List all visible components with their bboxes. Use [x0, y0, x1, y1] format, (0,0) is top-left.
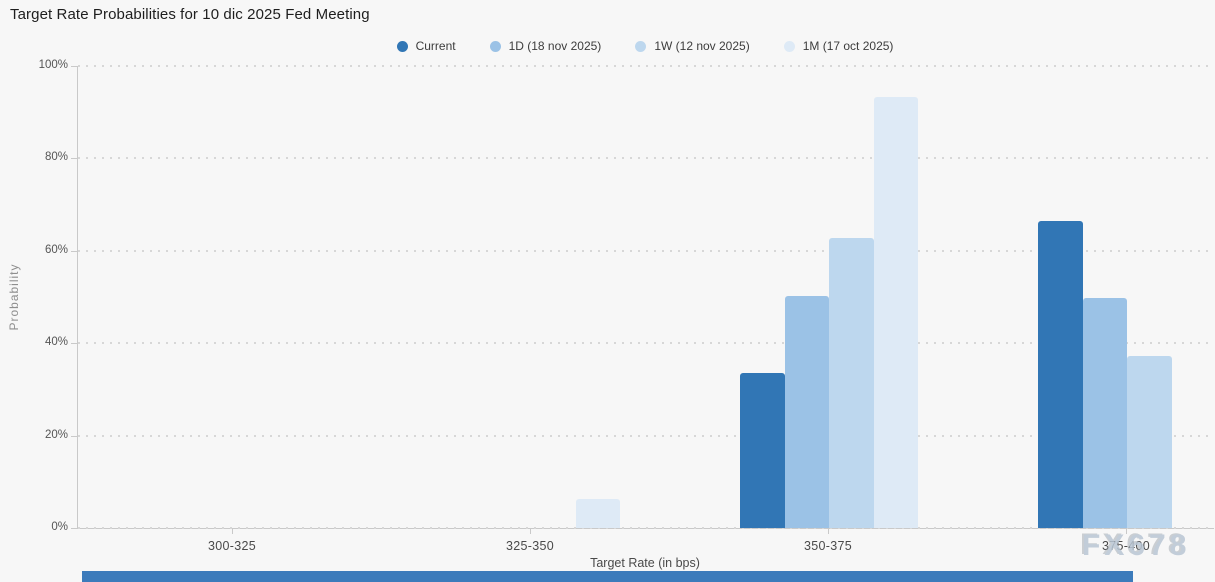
gridline-0: [78, 527, 1214, 529]
y-tick-label: 100%: [38, 59, 68, 71]
legend-label: 1W (12 nov 2025): [654, 39, 750, 53]
x-tick-label: 325-350: [506, 539, 554, 553]
y-tick-mark: [71, 66, 77, 67]
watermark: FX678: [1082, 529, 1191, 562]
legend-item[interactable]: Current: [396, 39, 456, 53]
gridline-60: [78, 249, 1214, 252]
legend-label: 1D (18 nov 2025): [508, 39, 602, 53]
x-tick-mark: [1126, 528, 1127, 534]
x-tick-mark: [828, 528, 829, 534]
y-tick-mark: [71, 528, 77, 529]
legend-dot-icon: [396, 40, 408, 52]
x-tick-label: 300-325: [208, 539, 256, 553]
bar-350-375-current[interactable]: [740, 373, 785, 528]
bar-350-375-1m[interactable]: [873, 96, 918, 528]
y-tick-label: 40%: [44, 336, 68, 349]
bottom-blue-bar: [82, 571, 1133, 582]
y-tick-label: 80%: [44, 151, 68, 164]
y-tick-label: 0%: [51, 521, 68, 533]
y-tick-mark: [71, 435, 77, 437]
y-tick-mark: [71, 343, 77, 345]
legend-label: Current: [415, 39, 456, 53]
x-tick-label: 350-375: [804, 539, 852, 553]
legend-item[interactable]: 1W (12 nov 2025): [635, 39, 750, 53]
legend-item[interactable]: 1D (18 nov 2025): [489, 39, 602, 53]
chart-title: Target Rate Probabilities for 10 dic 202…: [10, 6, 370, 23]
bar-350-375-1w[interactable]: [829, 237, 874, 528]
bar-325-350-1m[interactable]: [575, 498, 620, 528]
y-tick-mark: [71, 250, 77, 252]
y-axis-title: Probability: [7, 263, 21, 331]
gridline-20: [78, 434, 1214, 437]
bar-375-400-1d[interactable]: [1082, 297, 1127, 528]
y-tick-label: 60%: [44, 243, 68, 256]
bar-375-400-1w[interactable]: [1127, 356, 1172, 528]
x-axis-title: Target Rate (in bps): [590, 556, 700, 570]
legend-label: 1M (17 oct 2025): [802, 39, 894, 53]
bar-350-375-1d[interactable]: [784, 296, 829, 528]
legend-dot-icon: [489, 40, 501, 52]
x-tick-mark: [232, 528, 233, 534]
y-tick-mark: [71, 158, 77, 160]
legend-item[interactable]: 1M (17 oct 2025): [783, 39, 894, 53]
gridline-100: [78, 65, 1214, 67]
legend: Current 1D (18 nov 2025) 1W (12 nov 2025) 1…: [77, 36, 1213, 56]
plot-area: [77, 65, 1214, 529]
gridline-40: [78, 342, 1214, 345]
x-tick-mark: [530, 528, 531, 534]
bar-375-400-current[interactable]: [1038, 220, 1083, 528]
gridline-80: [78, 157, 1214, 160]
x-tick-label: 375-400: [1102, 539, 1150, 553]
y-tick-label: 20%: [44, 428, 68, 441]
legend-dot-icon: [783, 40, 795, 52]
legend-dot-icon: [635, 40, 647, 52]
